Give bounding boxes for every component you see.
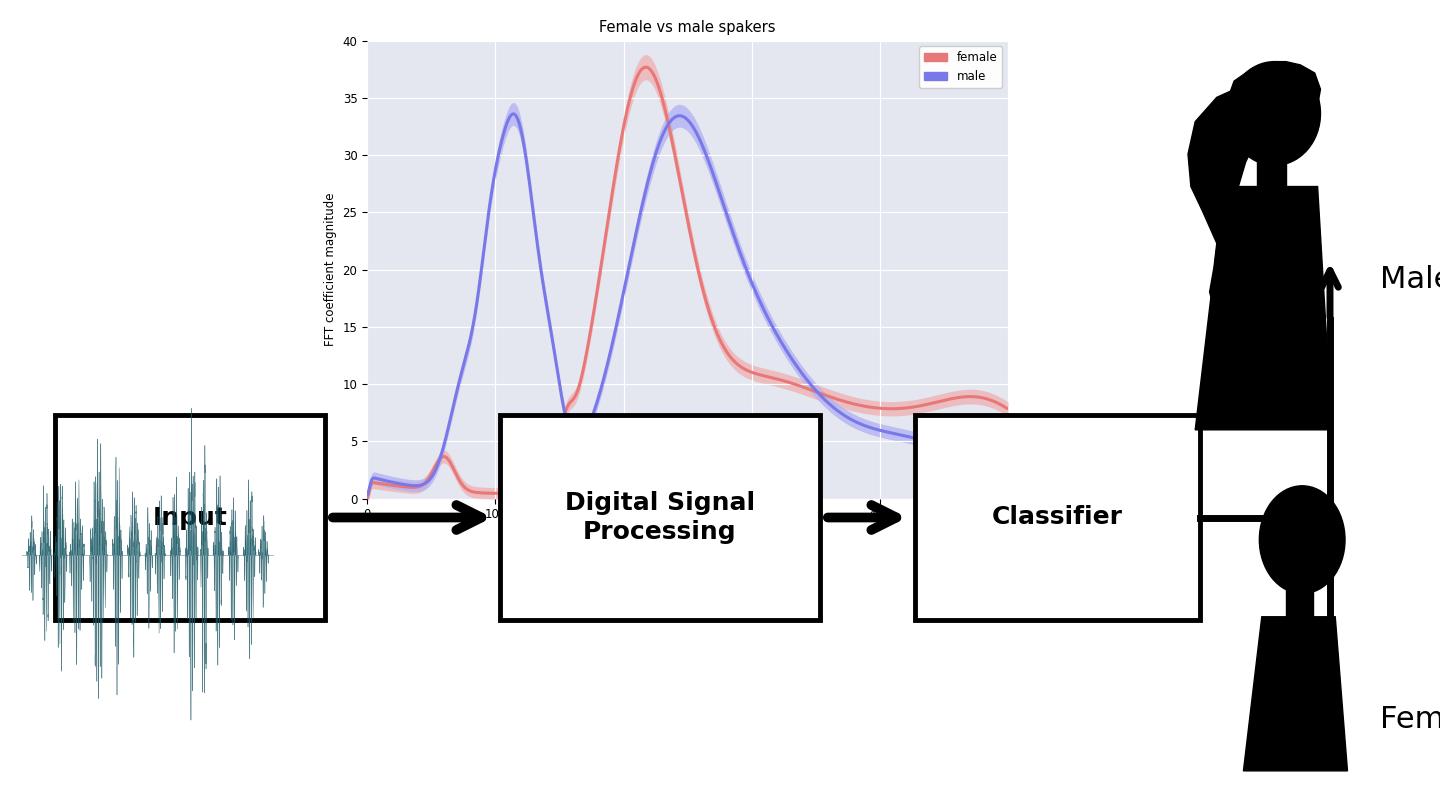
Text: Male: Male <box>1380 265 1440 294</box>
Bar <box>55 415 325 620</box>
Bar <box>1286 547 1313 616</box>
Text: Digital Signal
Processing: Digital Signal Processing <box>564 491 755 544</box>
Bar <box>1257 118 1286 187</box>
Title: Female vs male spakers: Female vs male spakers <box>599 20 776 35</box>
Text: Input: Input <box>153 505 228 530</box>
Bar <box>914 415 1200 620</box>
Polygon shape <box>1228 62 1320 122</box>
Polygon shape <box>1302 544 1335 594</box>
Polygon shape <box>1244 616 1348 770</box>
Polygon shape <box>1188 81 1272 308</box>
Text: Female: Female <box>1380 706 1440 735</box>
Polygon shape <box>1195 187 1332 430</box>
Legend: female, male: female, male <box>919 46 1002 88</box>
Circle shape <box>1228 62 1320 165</box>
Text: Classifier: Classifier <box>992 505 1123 530</box>
Bar <box>500 415 819 620</box>
Circle shape <box>1260 486 1345 594</box>
Y-axis label: FFT coefficient magnitude: FFT coefficient magnitude <box>324 193 337 346</box>
X-axis label: Frequency (Hz): Frequency (Hz) <box>638 527 737 540</box>
Polygon shape <box>1274 104 1313 165</box>
